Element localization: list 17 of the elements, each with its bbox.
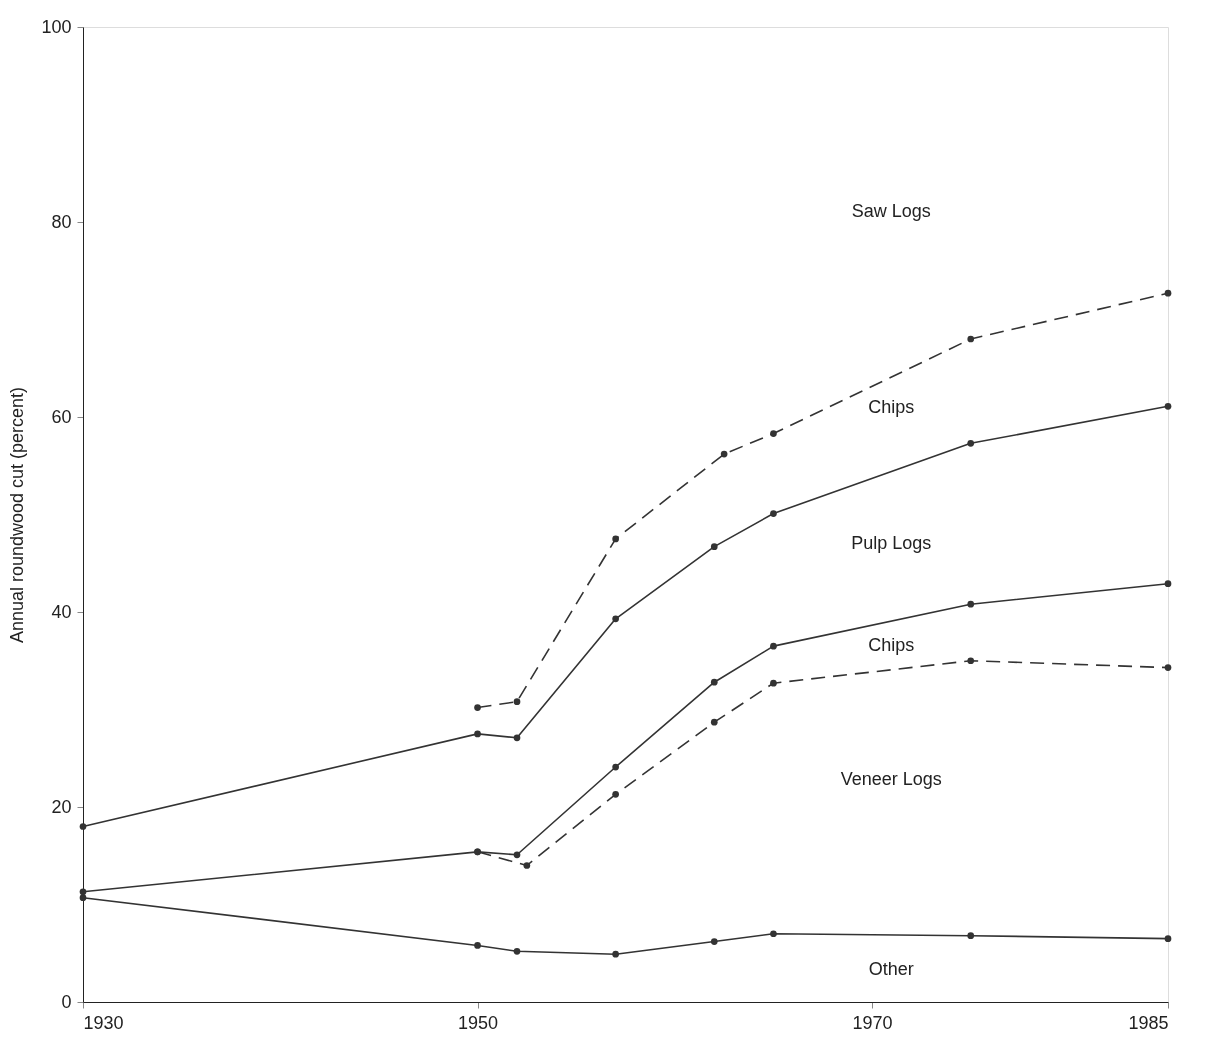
y-tick-label: 60: [51, 406, 72, 427]
x-tick-label: 1950: [458, 1012, 499, 1033]
y-axis-title: Annual roundwood cut (percent): [7, 386, 28, 644]
x-tick-label: 1985: [1128, 1012, 1169, 1033]
y-tick-label: 0: [61, 991, 72, 1012]
y-tick-label: 80: [51, 211, 72, 232]
x-tick-label: 1970: [852, 1012, 893, 1033]
annotation: Pulp Logs: [851, 532, 932, 553]
annotation: Chips: [868, 397, 915, 418]
annotation: Chips: [868, 635, 915, 656]
annotation: Saw Logs: [851, 201, 931, 222]
x-tick-label: 1930: [83, 1012, 124, 1033]
annotation: Other: [868, 958, 914, 979]
annotation: Veneer Logs: [840, 768, 942, 789]
y-tick-label: 40: [51, 601, 72, 622]
y-tick-label: 20: [51, 796, 72, 817]
y-tick-label: 100: [41, 16, 72, 37]
